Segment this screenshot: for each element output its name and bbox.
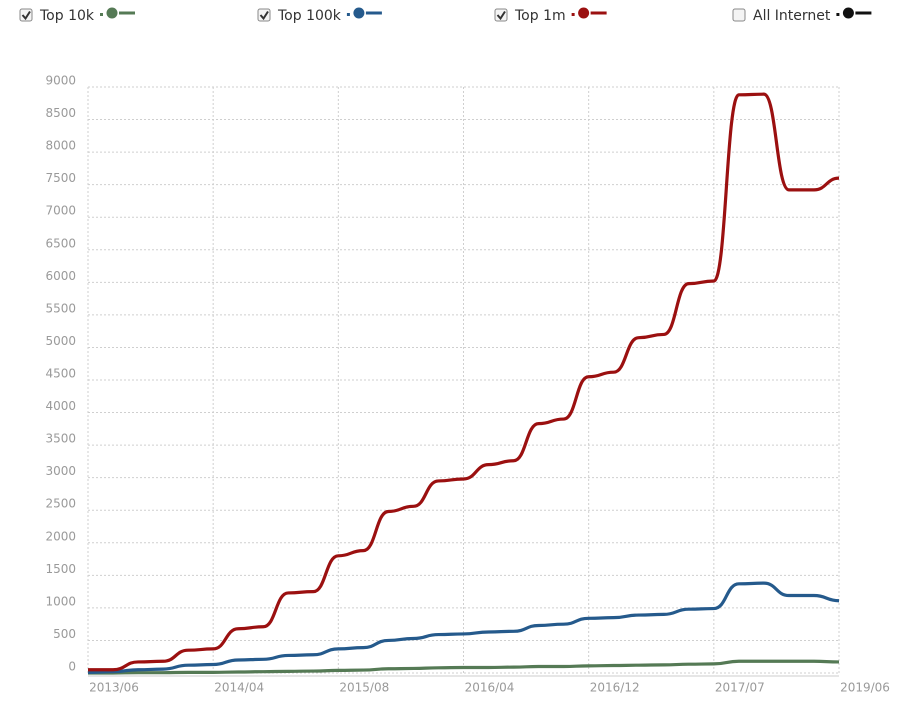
y-tick-label: 0	[68, 660, 76, 674]
y-tick-label: 2000	[45, 529, 76, 543]
legend-marker	[353, 7, 365, 19]
legend-checkmark	[259, 10, 269, 21]
y-tick-label: 1500	[45, 562, 76, 576]
x-tick-label: 2015/08	[339, 681, 389, 695]
y-tick-label: 5500	[45, 301, 76, 315]
x-tick-label: 2014/04	[214, 681, 264, 695]
legend-item[interactable]: Top 10k	[19, 7, 135, 25]
x-tick-label: 2013/06	[89, 681, 139, 695]
x-tick-label: 2016/12	[590, 681, 640, 695]
y-tick-label: 500	[53, 627, 76, 641]
y-tick-label: 1000	[45, 594, 76, 608]
y-tick-label: 7500	[45, 171, 76, 185]
legend-marker	[106, 7, 118, 19]
y-tick-label: 6000	[45, 269, 76, 283]
legend-checkbox[interactable]	[732, 8, 746, 22]
y-tick-label: 4500	[45, 367, 76, 381]
legend-label: Top 100k	[277, 8, 342, 24]
legend-label: Top 1m	[514, 8, 566, 24]
legend-marker	[836, 13, 840, 16]
legend-item[interactable]: Top 1m	[494, 7, 607, 25]
y-tick-label: 8500	[45, 106, 76, 120]
legend-marker	[100, 13, 103, 16]
x-tick-label: 2017/07	[715, 681, 765, 695]
y-tick-label: 5000	[45, 334, 76, 348]
data-line	[88, 659, 840, 675]
data-line	[87, 92, 840, 672]
x-tick-label: 2019/06	[840, 681, 890, 695]
y-tick-label: 8000	[45, 139, 76, 153]
legend-marker	[346, 13, 350, 16]
y-tick-label: 6500	[45, 236, 76, 250]
legend-checkmark	[496, 10, 506, 21]
legend-item[interactable]: All Internet	[732, 7, 872, 25]
legend-label: Top 10k	[39, 8, 95, 24]
y-tick-label: 2500	[45, 497, 76, 511]
legend-label: All Internet	[753, 8, 831, 24]
y-tick-label: 3500	[45, 432, 76, 446]
y-tick-label: 4000	[45, 399, 76, 413]
y-tick-label: 7000	[45, 204, 76, 218]
y-tick-label: 3000	[45, 464, 76, 478]
legend-item[interactable]: Top 100k	[257, 7, 382, 25]
legend-marker	[578, 7, 590, 19]
data-line	[87, 581, 840, 674]
x-tick-label: 2016/04	[465, 681, 515, 695]
legend-checkmark	[21, 10, 31, 21]
legend-marker	[571, 13, 575, 16]
legend-marker	[842, 7, 854, 19]
y-tick-label: 9000	[45, 74, 76, 88]
